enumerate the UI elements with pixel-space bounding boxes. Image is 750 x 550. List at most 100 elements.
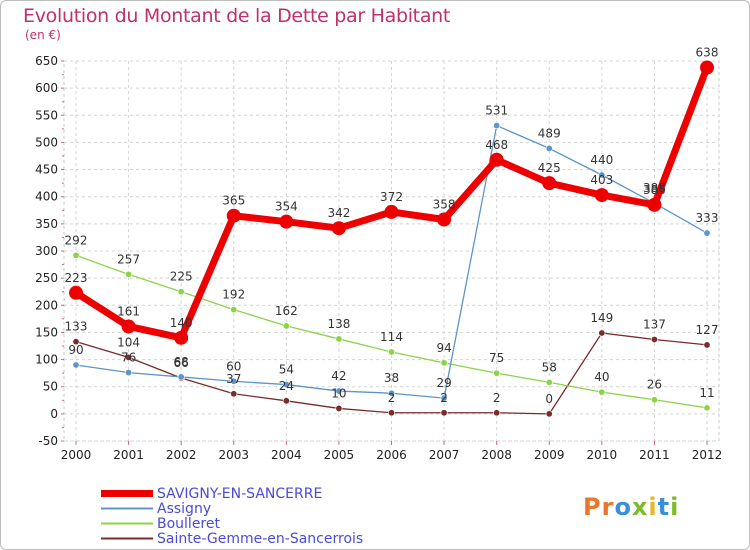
data-point-2 [703, 404, 711, 412]
data-label-3: 137 [643, 317, 666, 331]
data-label-2: 11 [699, 386, 714, 400]
data-label-2: 114 [380, 330, 403, 344]
legend: SAVIGNY-EN-SANCERRE Assigny Boulleret Sa… [101, 485, 364, 547]
legend-label-boulleret: Boulleret [157, 515, 220, 532]
proxiti-logo: Proxiti [583, 493, 679, 521]
logo-letter: i [670, 493, 680, 521]
data-point-0 [700, 60, 714, 75]
data-label-3: 24 [279, 379, 294, 393]
data-label-3: 37 [226, 372, 241, 386]
data-label-1: 29 [436, 376, 451, 390]
x-tick-label: 2011 [639, 448, 670, 462]
data-point-1 [440, 394, 448, 402]
chart-unit: (en €) [25, 28, 61, 42]
legend-swatch-boulleret [101, 522, 153, 525]
data-label-2: 26 [647, 378, 662, 392]
data-label-3: 0 [545, 392, 553, 406]
x-tick-label: 2002 [166, 448, 197, 462]
data-label-3: 2 [388, 391, 396, 405]
data-label-3: 127 [696, 323, 719, 337]
tick-layer: 650600550500450400350300250200150100500-… [35, 54, 722, 462]
data-point-1 [230, 377, 238, 385]
logo-letter: x [631, 493, 649, 521]
y-tick-label: 100 [35, 353, 58, 367]
y-tick-label: 400 [35, 190, 58, 204]
data-point-3 [703, 341, 711, 349]
data-label-1: 54 [279, 363, 294, 377]
data-label-1: 42 [331, 369, 346, 383]
x-tick-label: 2000 [61, 448, 92, 462]
legend-label-sainte-gemme: Sainte-Gemme-en-Sancerrois [157, 530, 364, 547]
data-label-0: 140 [170, 316, 193, 330]
data-label-2: 192 [222, 288, 245, 302]
data-point-0 [542, 176, 557, 191]
y-tick-label: 50 [43, 380, 58, 394]
logo-letter: i [648, 493, 658, 521]
data-point-1 [598, 171, 606, 179]
data-point-1 [493, 122, 501, 130]
data-label-0: 385 [643, 183, 666, 197]
data-point-3 [545, 410, 553, 418]
legend-label-assigny: Assigny [157, 500, 212, 517]
data-label-0: 425 [538, 161, 561, 175]
chart-title: Evolution du Montant de la Dette par Hab… [23, 5, 451, 27]
x-tick-label: 2006 [376, 448, 407, 462]
data-point-0 [226, 208, 241, 223]
data-label-1: 388 [643, 181, 666, 195]
logo-letter: P [583, 493, 602, 521]
data-label-3: 133 [65, 320, 88, 334]
legend-swatch-savigny [101, 490, 153, 497]
y-tick-label: 250 [35, 271, 58, 285]
data-label-1: 489 [538, 126, 561, 140]
y-tick-label: 350 [35, 217, 58, 231]
logo-letter: t [657, 493, 671, 521]
data-label-2: 75 [489, 351, 504, 365]
data-point-2 [650, 396, 658, 404]
data-label-1: 90 [68, 343, 83, 357]
data-label-3: 66 [174, 356, 189, 370]
data-label-2: 162 [275, 304, 298, 318]
x-tick-label: 2007 [429, 448, 460, 462]
y-tick-label: 550 [35, 108, 58, 122]
data-point-3 [440, 409, 448, 417]
x-tick-label: 2003 [218, 448, 249, 462]
data-label-1: 38 [384, 371, 399, 385]
data-point-0 [489, 152, 504, 167]
legend-label-savigny: SAVIGNY-EN-SANCERRE [157, 485, 323, 502]
data-label-0: 403 [590, 173, 613, 187]
data-label-2: 94 [436, 341, 451, 355]
data-point-0 [437, 212, 452, 227]
data-label-0: 365 [222, 194, 245, 208]
data-label-1: 333 [696, 211, 719, 225]
y-tick-label: 300 [35, 244, 58, 258]
x-tick-label: 2005 [324, 448, 355, 462]
data-point-2 [177, 288, 185, 296]
logo-letter: o [614, 493, 632, 521]
data-point-0 [279, 214, 294, 229]
legend-item-assigny: Assigny [101, 500, 363, 517]
data-label-1: 60 [226, 359, 241, 373]
data-label-0: 161 [117, 304, 140, 318]
y-tick-label: 450 [35, 163, 58, 177]
data-point-2 [493, 369, 501, 377]
legend-swatch-assigny [101, 507, 153, 510]
data-label-1: 440 [590, 153, 613, 167]
data-label-0: 358 [433, 198, 456, 212]
data-point-0 [331, 221, 346, 236]
data-point-0 [384, 204, 399, 219]
data-point-2 [545, 378, 553, 386]
legend-swatch-sainte-gemme [101, 537, 153, 540]
data-point-1 [387, 389, 395, 397]
data-point-2 [282, 322, 290, 330]
y-tick-label: 150 [35, 325, 58, 339]
data-point-0 [121, 319, 136, 334]
x-tick-label: 2010 [587, 448, 618, 462]
y-tick-label: 600 [35, 81, 58, 95]
data-point-1 [72, 361, 80, 369]
data-point-1 [545, 144, 553, 152]
logo-letter: r [601, 493, 615, 521]
data-label-2: 138 [327, 317, 350, 331]
data-label-1: 76 [121, 351, 136, 365]
